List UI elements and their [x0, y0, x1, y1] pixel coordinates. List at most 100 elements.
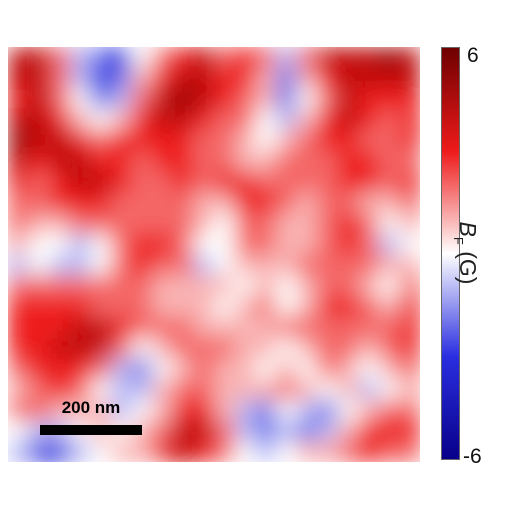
heatmap-cell	[296, 109, 318, 131]
heatmap-cell	[275, 67, 297, 89]
heatmap-cell	[193, 130, 215, 152]
heatmap-cell	[337, 213, 359, 235]
magnetic-field-map	[8, 47, 420, 462]
heatmap-cell	[193, 379, 215, 401]
heatmap-cell	[358, 316, 380, 338]
heatmap-cell	[131, 296, 153, 318]
heatmap-cell	[111, 379, 133, 401]
heatmap-cell	[214, 150, 236, 172]
colorbar-label-symbol: B	[454, 221, 481, 237]
heatmap-cell	[214, 192, 236, 214]
heatmap-cell	[399, 358, 420, 380]
heatmap-cell	[296, 420, 318, 442]
heatmap-cell	[378, 441, 400, 462]
heatmap-cell	[255, 316, 277, 338]
heatmap-cell	[214, 171, 236, 193]
heatmap-cell	[399, 275, 420, 297]
heatmap-cell	[255, 150, 277, 172]
heatmap-cell	[152, 420, 174, 442]
heatmap-cell	[275, 171, 297, 193]
heatmap-cell	[255, 233, 277, 255]
heatmap-cell	[131, 358, 153, 380]
heatmap-cell	[8, 171, 30, 193]
heatmap-cell	[172, 379, 194, 401]
heatmap-cell	[399, 109, 420, 131]
heatmap-cell	[234, 67, 256, 89]
heatmap-cell	[214, 130, 236, 152]
heatmap-cell	[28, 88, 50, 110]
heatmap-cell	[152, 171, 174, 193]
heatmap-cell	[234, 213, 256, 235]
heatmap-cell	[111, 88, 133, 110]
heatmap-cell	[337, 171, 359, 193]
heatmap-cell	[49, 275, 71, 297]
heatmap-cell	[28, 399, 50, 421]
colorbar-tick-max: 6	[467, 44, 479, 67]
heatmap-cell	[234, 337, 256, 359]
heatmap-cell	[337, 88, 359, 110]
heatmap-cell	[358, 337, 380, 359]
heatmap-cell	[193, 213, 215, 235]
heatmap-cell	[111, 296, 133, 318]
heatmap-cell	[111, 109, 133, 131]
heatmap-cell	[358, 150, 380, 172]
heatmap-cell	[172, 316, 194, 338]
heatmap-cell	[69, 67, 91, 89]
heatmap-cell	[172, 358, 194, 380]
heatmap-cell	[317, 254, 339, 276]
heatmap-cell	[193, 275, 215, 297]
heatmap-cell	[255, 275, 277, 297]
heatmap-cell	[49, 213, 71, 235]
heatmap-cell	[337, 67, 359, 89]
heatmap-cell	[358, 67, 380, 89]
heatmap-cell	[69, 109, 91, 131]
heatmap-cell	[337, 109, 359, 131]
heatmap-cell	[131, 254, 153, 276]
heatmap-cell	[69, 130, 91, 152]
heatmap-cell	[152, 213, 174, 235]
heatmap-cell	[152, 441, 174, 462]
heatmap-cell	[111, 358, 133, 380]
heatmap-cell	[111, 337, 133, 359]
heatmap-cell	[90, 192, 112, 214]
heatmap-cell	[358, 233, 380, 255]
heatmap-cell	[8, 192, 30, 214]
heatmap-cell	[275, 130, 297, 152]
heatmap-cell	[69, 254, 91, 276]
heatmap-cell	[337, 47, 359, 69]
heatmap-cell	[255, 254, 277, 276]
heatmap-cell	[214, 337, 236, 359]
heatmap-cell	[28, 337, 50, 359]
heatmap-cell	[28, 109, 50, 131]
heatmap-cell	[296, 316, 318, 338]
heatmap-cell	[399, 441, 420, 462]
heatmap-cell	[152, 109, 174, 131]
heatmap-cell	[172, 254, 194, 276]
heatmap-cell	[193, 88, 215, 110]
heatmap-cell	[296, 379, 318, 401]
heatmap-cell	[275, 399, 297, 421]
heatmap-cell	[69, 296, 91, 318]
heatmap-cell	[234, 399, 256, 421]
heatmap-cell	[131, 47, 153, 69]
heatmap-cell	[358, 213, 380, 235]
heatmap-cell	[296, 399, 318, 421]
heatmap-cell	[337, 441, 359, 462]
heatmap-cell	[193, 337, 215, 359]
heatmap-cell	[131, 275, 153, 297]
heatmap-cell	[172, 441, 194, 462]
heatmap-cell	[275, 441, 297, 462]
heatmap-cell	[8, 130, 30, 152]
heatmap-cell	[152, 399, 174, 421]
heatmap-cell	[28, 47, 50, 69]
heatmap-cell	[317, 213, 339, 235]
heatmap-cell	[234, 358, 256, 380]
heatmap-cell	[378, 254, 400, 276]
heatmap-cell	[152, 130, 174, 152]
heatmap-cell	[337, 358, 359, 380]
heatmap-cell	[90, 358, 112, 380]
heatmap-cell	[234, 171, 256, 193]
heatmap-cell	[172, 420, 194, 442]
heatmap-cell	[69, 337, 91, 359]
heatmap-cell	[8, 441, 30, 462]
